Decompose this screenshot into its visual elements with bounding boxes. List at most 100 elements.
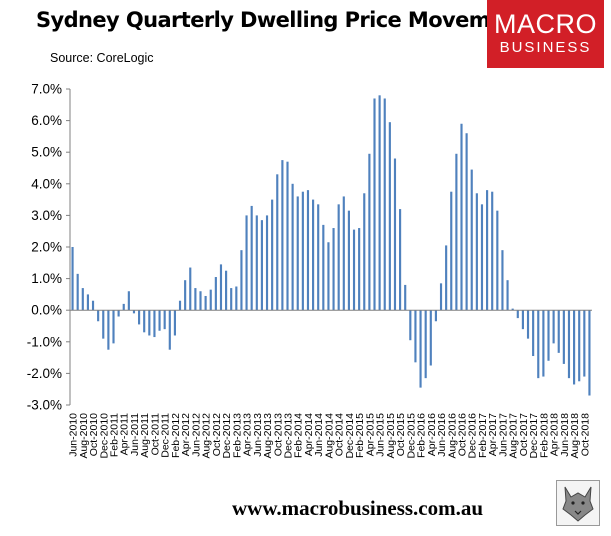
bar [296, 196, 299, 311]
x-tick-label: Aug-2011 [139, 413, 151, 458]
x-tick-label: Jun-2016 [436, 413, 448, 457]
axes [66, 88, 592, 406]
bar [460, 123, 463, 311]
bar [184, 280, 187, 311]
wolf-logo-icon [556, 480, 600, 526]
x-tick-label: Apr-2013 [242, 413, 254, 456]
x-tick-label: Dec-2014 [344, 413, 356, 459]
bar [306, 190, 310, 311]
x-tick-label: Feb-2015 [354, 413, 366, 458]
x-tick-label: Aug-2012 [201, 413, 213, 459]
x-tick-label: Apr-2017 [487, 413, 499, 456]
bar [317, 204, 320, 311]
bar [143, 310, 146, 333]
x-tick-label: Aug-2018 [569, 413, 581, 459]
y-tick-label: 2.0% [31, 240, 62, 255]
x-tick-label: Jun-2015 [375, 413, 387, 457]
bar [153, 310, 156, 338]
x-tick-label: Oct-2018 [579, 413, 591, 456]
bar [173, 310, 176, 336]
x-tick-label: Feb-2014 [293, 413, 305, 458]
bar [189, 267, 192, 311]
bar [557, 310, 560, 353]
bar [347, 210, 350, 311]
x-tick-label: Dec-2013 [283, 413, 295, 459]
bar [127, 291, 130, 311]
y-tick-label: 4.0% [31, 176, 62, 191]
bar [291, 183, 294, 311]
bar [537, 310, 540, 379]
x-tick-label: Jun-2013 [252, 413, 264, 457]
bar [132, 310, 136, 314]
x-tick-label: Jun-2018 [559, 413, 571, 457]
bar [409, 310, 412, 341]
y-axis-labels: 7.0% 6.0% 5.0% 4.0% 3.0% 2.0% 1.0% 0.0% -1.0% -2.… [27, 82, 62, 413]
x-tick-label: Dec-2012 [221, 413, 233, 459]
bar [117, 310, 120, 317]
y-tick-label: -3.0% [27, 398, 62, 413]
bar [404, 284, 407, 311]
bar [158, 310, 161, 331]
x-tick-label: Apr-2014 [303, 413, 315, 456]
bar [250, 205, 253, 311]
bar [424, 310, 427, 379]
y-tick-label: -2.0% [27, 366, 62, 381]
bar [86, 294, 89, 311]
x-tick-label: Dec-2017 [528, 413, 540, 459]
bar [516, 310, 519, 319]
x-tick-label: Apr-2016 [426, 413, 438, 456]
bar [419, 310, 422, 388]
bar [532, 310, 535, 357]
y-tick-label: 1.0% [31, 271, 62, 286]
x-tick-label: Feb-2012 [170, 413, 182, 458]
bar [235, 286, 238, 311]
bar [209, 289, 212, 311]
y-tick-label: 0.0% [31, 303, 62, 318]
bar [583, 310, 586, 377]
bar [526, 310, 530, 339]
bar [573, 310, 576, 385]
bar [383, 98, 386, 311]
bar [521, 310, 524, 330]
bar [107, 310, 110, 350]
bar [475, 193, 478, 311]
y-tick-label: 5.0% [31, 145, 62, 160]
bar [265, 215, 269, 311]
x-tick-label: Feb-2018 [538, 413, 550, 458]
bar [588, 310, 591, 396]
bar [552, 310, 555, 344]
x-tick-label: Aug-2015 [385, 413, 397, 459]
bar [567, 310, 571, 379]
x-axis-labels: Jun-2010Aug-2010Oct-2010Dec-2010Feb-2011… [68, 413, 592, 459]
x-tick-label: Dec-2011 [160, 413, 172, 458]
bar [230, 288, 233, 311]
bar [219, 264, 223, 311]
x-tick-label: Oct-2016 [457, 413, 469, 456]
bar [501, 250, 504, 311]
bar [578, 310, 581, 382]
bar [547, 310, 550, 361]
bar [542, 310, 545, 377]
footer-url[interactable]: www.macrobusiness.com.au [232, 496, 484, 520]
bar [199, 291, 202, 311]
bar [393, 158, 397, 311]
x-tick-label: Dec-2010 [98, 413, 110, 459]
bar [225, 270, 228, 311]
bar [76, 273, 79, 311]
bar [352, 229, 356, 311]
bar [373, 98, 376, 311]
bar [276, 174, 279, 311]
x-tick-label: Oct-2012 [211, 413, 223, 456]
y-tick-label: 3.0% [31, 208, 62, 223]
bar [363, 193, 366, 311]
bar [91, 300, 95, 311]
x-tick-label: Feb-2017 [477, 413, 489, 458]
bar [271, 199, 274, 311]
x-tick-label: Jun-2017 [497, 413, 509, 457]
bar [562, 310, 565, 364]
bar [368, 153, 371, 311]
y-tick-label: -1.0% [27, 334, 62, 349]
logo-line2: BUSINESS [499, 39, 592, 56]
x-tick-label: Aug-2013 [262, 413, 274, 459]
bar [112, 310, 115, 344]
